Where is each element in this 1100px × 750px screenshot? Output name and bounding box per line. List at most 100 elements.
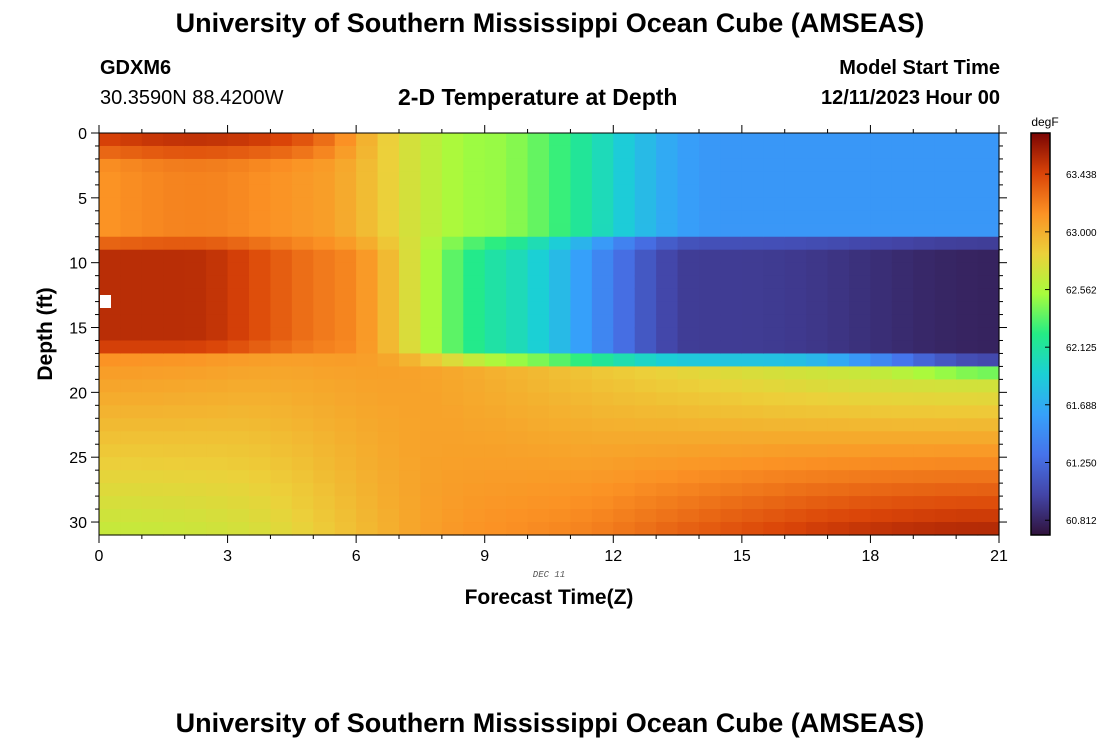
heatmap-cell xyxy=(741,405,764,419)
heatmap-cell xyxy=(227,340,250,355)
heatmap-cell xyxy=(313,210,336,225)
heatmap-cell xyxy=(184,197,207,212)
heatmap-cell xyxy=(270,366,293,380)
heatmap-cell xyxy=(291,184,314,199)
heatmap-cell xyxy=(334,197,357,212)
heatmap-cell xyxy=(977,288,1000,303)
heatmap-cell xyxy=(227,236,250,251)
heatmap-cell xyxy=(849,133,872,147)
x-axis-label: Forecast Time(Z) xyxy=(465,586,634,609)
heatmap-cell xyxy=(870,470,893,484)
heatmap-cell xyxy=(441,392,464,406)
heatmap-cell xyxy=(441,470,464,484)
heatmap-cell xyxy=(549,249,572,264)
heatmap-cell xyxy=(141,184,164,199)
heatmap-cell xyxy=(656,457,679,471)
heatmap-cell xyxy=(870,392,893,406)
heatmap-cell xyxy=(291,133,314,147)
heatmap-cell xyxy=(677,431,700,445)
heatmap-cell xyxy=(784,288,807,303)
heatmap-cell xyxy=(956,301,979,316)
heatmap-cell xyxy=(527,405,550,419)
heatmap-cell xyxy=(463,301,486,316)
heatmap-cell xyxy=(849,509,872,523)
heatmap-cell xyxy=(934,158,957,173)
heatmap-cell xyxy=(913,145,936,160)
heatmap-cell xyxy=(806,145,829,160)
heatmap-cell xyxy=(870,431,893,445)
heatmap-cell xyxy=(763,353,786,368)
heatmap-cell xyxy=(720,262,743,277)
heatmap-cell xyxy=(956,418,979,432)
heatmap-cell xyxy=(699,418,722,432)
heatmap-cell xyxy=(227,288,250,303)
heatmap-cell xyxy=(270,353,293,368)
heatmap-cell xyxy=(956,275,979,290)
heatmap-cell xyxy=(334,145,357,160)
heatmap-cell xyxy=(377,210,400,225)
heatmap-cell xyxy=(720,470,743,484)
heatmap-cell xyxy=(527,133,550,147)
heatmap-cell xyxy=(184,301,207,316)
heatmap-cell xyxy=(656,340,679,355)
heatmap-cell xyxy=(613,133,636,147)
heatmap-cell xyxy=(184,405,207,419)
heatmap-cell xyxy=(313,262,336,277)
heatmap-cell xyxy=(227,392,250,406)
heatmap-cell xyxy=(441,301,464,316)
heatmap-cell xyxy=(891,366,914,380)
heatmap-cell xyxy=(99,314,122,329)
heatmap-cell xyxy=(249,379,272,393)
heatmap-cell xyxy=(956,288,979,303)
heatmap-cell xyxy=(463,184,486,199)
heatmap-cell xyxy=(227,366,250,380)
heatmap-cell xyxy=(570,509,593,523)
heatmap-cell xyxy=(206,483,229,497)
heatmap-cell xyxy=(334,133,357,147)
heatmap-cell xyxy=(849,392,872,406)
heatmap-cell xyxy=(870,210,893,225)
heatmap-cell xyxy=(913,418,936,432)
heatmap-cell xyxy=(677,223,700,238)
heatmap-cell xyxy=(891,444,914,458)
heatmap-cell xyxy=(206,353,229,368)
heatmap-cell xyxy=(441,197,464,212)
heatmap-cell xyxy=(741,262,764,277)
heatmap-cell xyxy=(313,457,336,471)
heatmap-cell xyxy=(441,158,464,173)
heatmap-cell xyxy=(270,431,293,445)
heatmap-cell xyxy=(356,340,379,355)
heatmap-cell xyxy=(741,171,764,186)
heatmap-cell xyxy=(613,483,636,497)
heatmap-cell xyxy=(99,496,122,510)
heatmap-cell xyxy=(956,470,979,484)
heatmap-cell xyxy=(806,340,829,355)
heatmap-cell xyxy=(206,405,229,419)
heatmap-cell xyxy=(270,483,293,497)
heatmap-cell xyxy=(291,457,314,471)
heatmap-cell xyxy=(334,366,357,380)
heatmap-cell xyxy=(99,210,122,225)
heatmap-cell xyxy=(227,327,250,342)
x-tick-label: 0 xyxy=(95,548,104,565)
heatmap-cell xyxy=(613,314,636,329)
heatmap-cell xyxy=(570,197,593,212)
heatmap-cell xyxy=(977,301,1000,316)
heatmap-cell xyxy=(206,145,229,160)
heatmap-cell xyxy=(549,418,572,432)
heatmap-cell xyxy=(227,223,250,238)
heatmap-cell xyxy=(570,249,593,264)
heatmap-cell xyxy=(763,457,786,471)
heatmap-cell xyxy=(591,379,614,393)
heatmap-cell xyxy=(634,275,657,290)
heatmap-cell xyxy=(291,327,314,342)
heatmap-cell xyxy=(934,275,957,290)
heatmap-cell xyxy=(977,379,1000,393)
heatmap-cell xyxy=(891,496,914,510)
heatmap-cell xyxy=(977,262,1000,277)
heatmap-cell xyxy=(163,249,186,264)
heatmap-cell xyxy=(913,223,936,238)
heatmap-cell xyxy=(120,470,143,484)
heatmap-cell xyxy=(420,327,443,342)
heatmap-cell xyxy=(141,496,164,510)
